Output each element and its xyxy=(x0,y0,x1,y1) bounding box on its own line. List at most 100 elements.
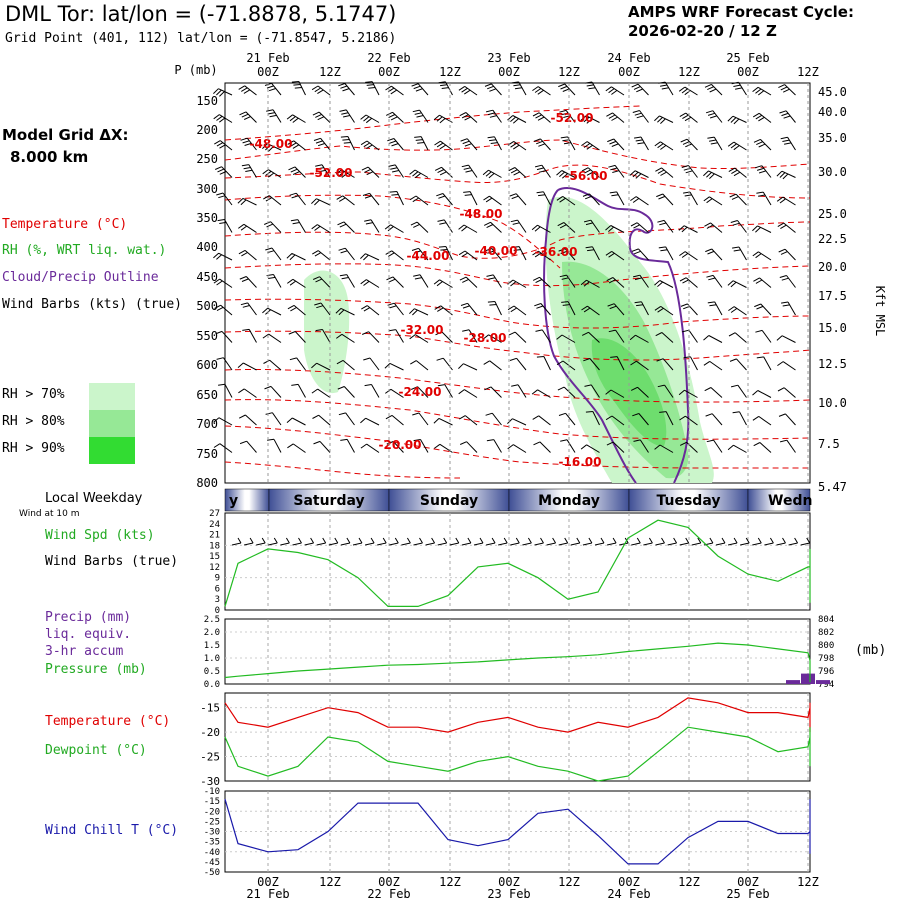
wind-barb xyxy=(288,166,306,178)
wind-barb xyxy=(536,191,551,206)
wind-barb xyxy=(752,225,772,233)
wind-speed-tick: 6 xyxy=(215,584,220,594)
height-tick: 5.47 xyxy=(818,480,847,494)
height-tick: 20.0 xyxy=(818,260,847,274)
wind-barb xyxy=(680,138,698,151)
surface-wind-barb xyxy=(764,537,774,546)
rh-90-region xyxy=(591,338,667,447)
wind-barb xyxy=(631,83,649,96)
wind-barb xyxy=(360,253,380,261)
wind-barb xyxy=(607,138,625,151)
wind-barb xyxy=(777,361,796,371)
precip-pressure-panel: 2.5 2.0 1.5 1.0 0.5 0.0 804 802 800 798 796 794 xyxy=(204,615,835,690)
top-date-label: 22 Feb xyxy=(367,51,410,65)
surface-wind-barb xyxy=(231,537,242,546)
wind-barb xyxy=(531,224,551,233)
temperature-contour xyxy=(224,298,811,329)
wind-barb xyxy=(534,303,551,316)
wind-barb xyxy=(409,334,429,343)
surface-wind-barb xyxy=(413,537,423,546)
temperature-contour xyxy=(224,425,810,469)
wind-barb xyxy=(438,246,453,261)
wind-barb xyxy=(411,247,429,261)
wind-barb xyxy=(753,277,772,288)
wind-speed-label: Wind Spd (kts) xyxy=(45,528,155,543)
wind-barb xyxy=(365,81,380,96)
wind-barb xyxy=(535,329,551,343)
wind-barb xyxy=(242,328,257,343)
wind-barb xyxy=(779,110,796,123)
height-tick: 7.5 xyxy=(818,437,840,451)
height-tick: 22.5 xyxy=(818,232,847,246)
wind-speed-tick: 12 xyxy=(209,563,220,573)
precip-sub-label-2: 3-hr accum xyxy=(45,644,124,659)
wind-barb xyxy=(458,85,478,96)
weekday-label: Saturday xyxy=(293,493,364,509)
surface-wind-barb xyxy=(631,537,641,546)
wind-barb xyxy=(287,140,306,151)
dewpoint-label: Dewpoint (°C) xyxy=(45,743,147,758)
wind-barb xyxy=(287,278,306,288)
wind-barb xyxy=(238,388,257,398)
wind-barb xyxy=(463,191,478,206)
pressure-tick: 150 xyxy=(196,94,218,108)
wind-barb xyxy=(655,332,674,343)
wind-barb xyxy=(338,83,355,96)
wind-barb xyxy=(632,110,649,123)
wind-barb xyxy=(286,417,306,426)
wind-barb xyxy=(507,305,527,316)
wind-chill-tick: -35 xyxy=(204,838,220,848)
wind-barb xyxy=(656,193,674,206)
wind-chill-tick: -40 xyxy=(204,848,220,858)
wind-barb xyxy=(507,140,527,151)
cloud-outline-path xyxy=(543,187,690,484)
wind-barb xyxy=(433,279,453,288)
wind-barb xyxy=(728,167,747,178)
wind-barb xyxy=(510,219,527,233)
wind-barb xyxy=(412,109,429,123)
wind-barb xyxy=(509,193,527,206)
wind-barb xyxy=(483,195,502,206)
wind-barb xyxy=(435,331,453,343)
height-tick: 25.0 xyxy=(818,207,847,221)
wind-barb xyxy=(486,274,502,288)
wind-barb xyxy=(754,165,772,178)
wind-barb xyxy=(213,278,233,288)
temp-label: -48.00 xyxy=(460,207,503,221)
wind-barb xyxy=(410,360,429,371)
wind-barb xyxy=(434,140,453,151)
wind-barb xyxy=(606,277,625,288)
wind-chill-tick: -15 xyxy=(204,797,220,807)
wind-barb xyxy=(214,166,233,178)
pressure-tick: 600 xyxy=(196,358,218,372)
top-date-label: 23 Feb xyxy=(487,51,530,65)
bottom-time-axis: 00Z 12Z 00Z 12Z 00Z 12Z 00Z 12Z 00Z 12Z 21 Feb 22 F… xyxy=(246,875,819,900)
wind-barb xyxy=(311,224,331,233)
wind-barb xyxy=(438,81,453,96)
wind-barb xyxy=(753,138,772,151)
pressure-tick: 300 xyxy=(196,182,218,196)
wind-barb xyxy=(360,417,380,426)
wind-barb xyxy=(658,246,674,261)
wind-barb xyxy=(485,412,502,426)
wind-barb xyxy=(360,443,380,453)
wind-barb xyxy=(706,439,723,453)
wind-barb xyxy=(585,246,600,261)
wind-barb xyxy=(312,276,331,288)
wind-barb xyxy=(580,279,600,288)
wind-barb xyxy=(679,415,698,426)
wind-barb xyxy=(340,136,355,151)
temperature-dewpoint-frame xyxy=(224,692,811,782)
wind-barb xyxy=(389,191,404,206)
wind-barb xyxy=(290,219,306,233)
wind-barb xyxy=(703,360,723,371)
wind-barb xyxy=(311,388,331,398)
wind-barb xyxy=(413,439,429,453)
temp-label: -32.00 xyxy=(401,323,444,337)
wind-barb xyxy=(338,412,355,426)
wind-barb xyxy=(266,109,282,123)
rh-70-swatch xyxy=(89,383,135,410)
wind-barb xyxy=(459,276,478,288)
wind-barb xyxy=(360,114,380,124)
